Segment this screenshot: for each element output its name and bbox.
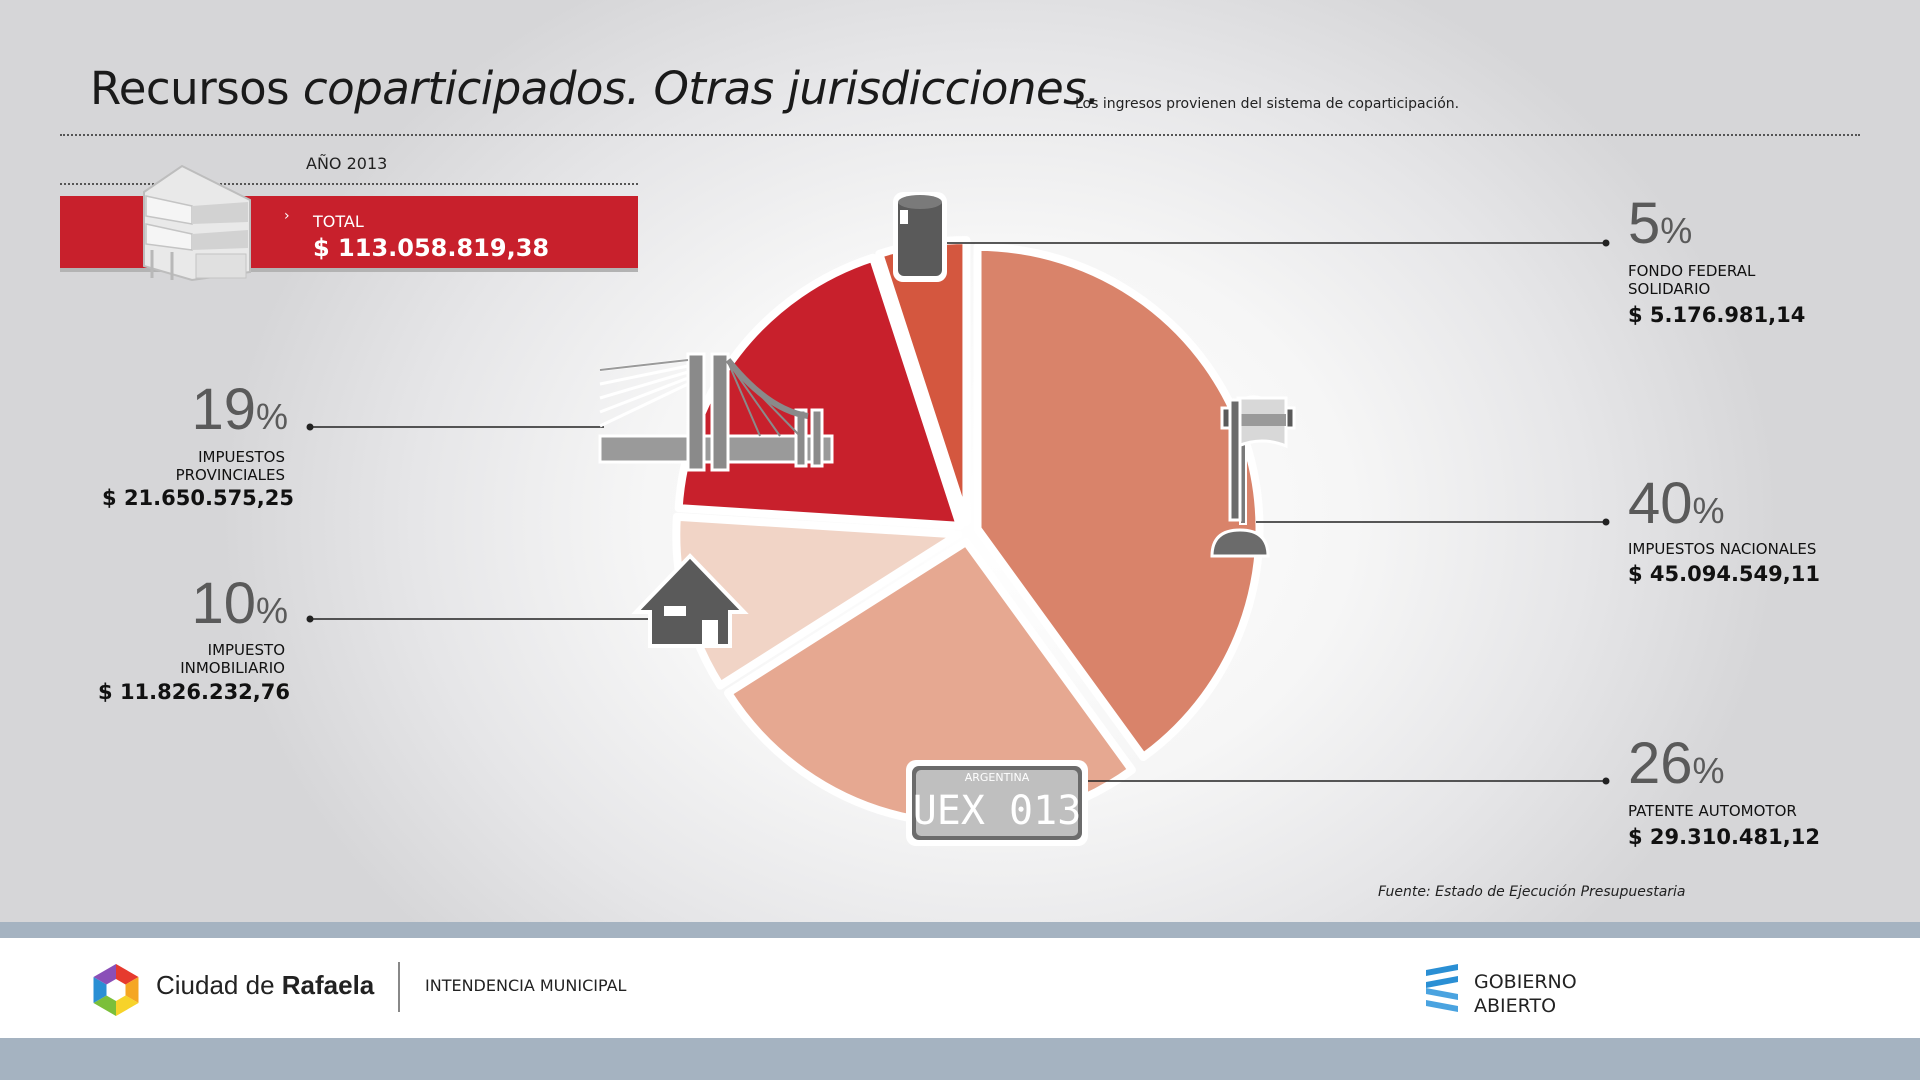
slice-label-fondo-federal: FONDO FEDERAL SOLIDARIO [1628, 262, 1756, 298]
rafaela-logo-icon [93, 964, 139, 1016]
slice-percent-impuestos-provinciales: 19% [191, 377, 288, 442]
argentina-flag-icon [1210, 395, 1296, 558]
slice-amount-fondo-federal: $ 5.176.981,14 [1628, 303, 1806, 327]
oil-barrel-icon [893, 192, 947, 282]
bridge-icon [598, 352, 834, 472]
year-label: AÑO 2013 [306, 154, 388, 173]
title-italic: coparticipados. Otras jurisdicciones. [302, 62, 1101, 115]
slice-percent-impuesto-inmobiliario: 10% [191, 571, 288, 636]
source-note: Fuente: Estado de Ejecución Presupuestar… [1378, 884, 1686, 900]
house-icon [631, 553, 749, 648]
footer-strip [0, 922, 1920, 938]
slice-amount-impuestos-nacionales: $ 45.094.549,11 [1628, 562, 1820, 586]
leader-dot-fondo-federal [1602, 239, 1610, 247]
department-name: INTENDENCIA MUNICIPAL [425, 976, 627, 995]
leader-dot-impuestos-nacionales [1602, 518, 1610, 526]
page-title: Recursos coparticipados. Otras jurisdicc… [90, 62, 1100, 115]
leader-dot-patente-automotor [1602, 777, 1610, 785]
leader-dot-impuestos-provinciales [306, 423, 314, 431]
slice-label-impuesto-inmobiliario: IMPUESTO INMOBILIARIO [180, 641, 285, 677]
total-chevron: › [284, 208, 290, 224]
plate-number: UEX 013 [913, 788, 1082, 834]
total-value: $ 113.058.819,38 [313, 234, 550, 262]
gobierno-abierto-logo-icon [1426, 964, 1458, 1012]
plate-country: ARGENTINA [965, 771, 1030, 784]
slice-label-impuestos-provinciales: IMPUESTOS PROVINCIALES [175, 448, 285, 484]
divider [60, 183, 638, 185]
title-regular: Recursos [90, 62, 303, 115]
footer-divider [398, 962, 400, 1012]
license-plate-icon: ARGENTINA UEX 013 [906, 760, 1088, 846]
building-icon [143, 164, 251, 282]
page-subtitle: Los ingresos provienen del sistema de co… [1075, 96, 1460, 112]
slice-amount-patente-automotor: $ 29.310.481,12 [1628, 825, 1820, 849]
footer-strip [0, 1038, 1920, 1080]
footer [0, 938, 1920, 1038]
total-label: TOTAL [313, 212, 364, 231]
gobierno-abierto-text: GOBIERNO ABIERTO [1474, 971, 1577, 1017]
slice-percent-patente-automotor: 26% [1628, 731, 1725, 796]
pie-chart: ARGENTINA UEX 013 [306, 192, 1610, 846]
slice-percent-impuestos-nacionales: 40% [1628, 471, 1725, 536]
divider [60, 134, 1860, 136]
leader-dot-impuesto-inmobiliario [306, 615, 314, 623]
slice-amount-impuestos-provinciales: $ 21.650.575,25 [102, 486, 294, 510]
slice-percent-fondo-federal: 5% [1628, 191, 1693, 256]
slice-label-patente-automotor: PATENTE AUTOMOTOR [1628, 802, 1797, 820]
slice-label-impuestos-nacionales: IMPUESTOS NACIONALES [1628, 540, 1817, 558]
city-name: Ciudad de Rafaela [156, 970, 375, 1000]
slice-amount-impuesto-inmobiliario: $ 11.826.232,76 [98, 680, 290, 704]
